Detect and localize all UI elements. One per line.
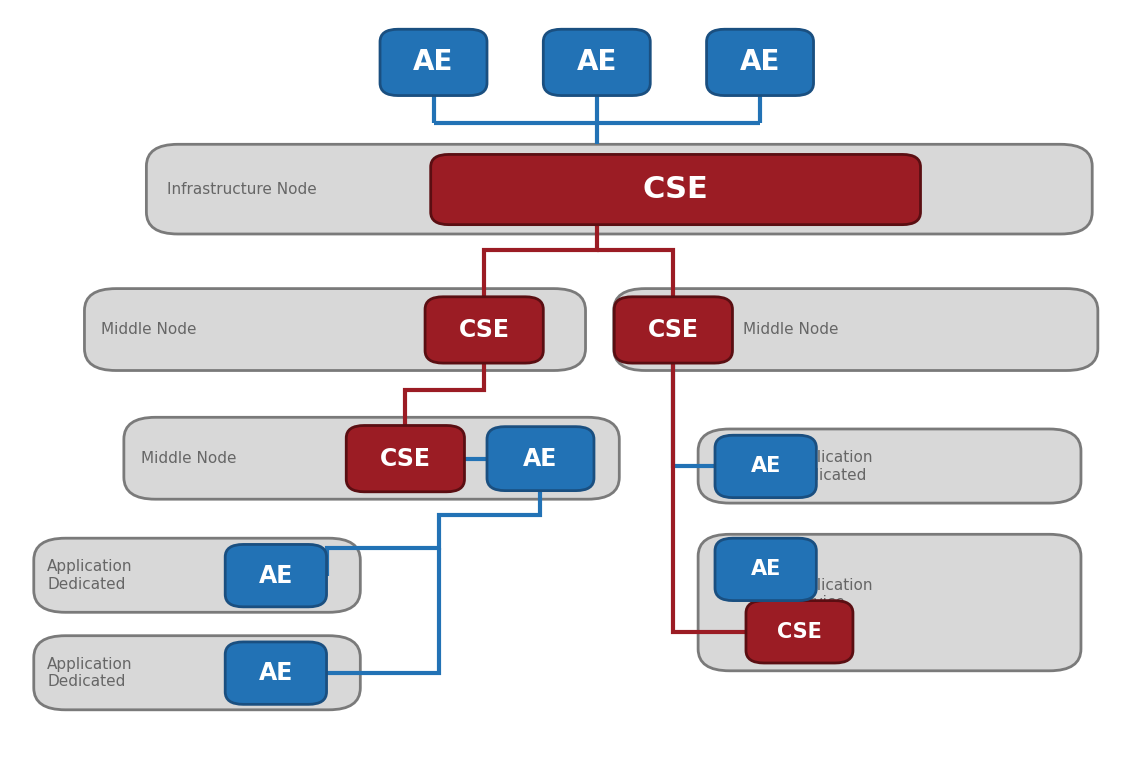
Text: AE: AE <box>740 48 780 76</box>
FancyBboxPatch shape <box>34 636 360 710</box>
Text: CSE: CSE <box>379 447 431 470</box>
Text: Application
Dedicated: Application Dedicated <box>47 657 133 690</box>
FancyBboxPatch shape <box>381 29 486 95</box>
Text: CSE: CSE <box>647 318 699 342</box>
FancyBboxPatch shape <box>486 427 595 491</box>
FancyBboxPatch shape <box>615 297 732 363</box>
Text: CSE: CSE <box>458 318 510 342</box>
FancyBboxPatch shape <box>34 538 360 612</box>
Text: Middle Node: Middle Node <box>743 322 839 338</box>
FancyBboxPatch shape <box>347 426 464 492</box>
FancyBboxPatch shape <box>84 289 586 370</box>
FancyBboxPatch shape <box>426 297 543 363</box>
Text: Application
Dedicated: Application Dedicated <box>788 450 874 483</box>
Text: Application
Dedicated: Application Dedicated <box>47 559 133 592</box>
Text: Application
Service
Node: Application Service Node <box>788 578 874 628</box>
Text: Middle Node: Middle Node <box>141 451 236 466</box>
FancyBboxPatch shape <box>124 417 619 499</box>
Text: CSE: CSE <box>777 622 822 642</box>
FancyBboxPatch shape <box>614 289 1098 370</box>
Text: Infrastructure Node: Infrastructure Node <box>167 182 316 197</box>
Text: AE: AE <box>524 447 557 470</box>
Text: AE: AE <box>751 456 780 477</box>
FancyBboxPatch shape <box>698 534 1081 671</box>
Text: CSE: CSE <box>643 175 708 204</box>
Text: AE: AE <box>577 48 617 76</box>
FancyBboxPatch shape <box>430 154 920 225</box>
Text: Middle Node: Middle Node <box>101 322 197 338</box>
FancyBboxPatch shape <box>544 29 651 95</box>
FancyBboxPatch shape <box>146 144 1092 234</box>
Text: AE: AE <box>259 564 293 587</box>
Text: AE: AE <box>259 661 293 685</box>
FancyBboxPatch shape <box>747 601 854 663</box>
Text: AE: AE <box>413 48 454 76</box>
FancyBboxPatch shape <box>707 29 814 95</box>
Text: AE: AE <box>751 559 780 580</box>
FancyBboxPatch shape <box>225 544 327 607</box>
FancyBboxPatch shape <box>715 538 816 601</box>
FancyBboxPatch shape <box>698 429 1081 503</box>
FancyBboxPatch shape <box>225 642 327 704</box>
FancyBboxPatch shape <box>715 435 816 498</box>
